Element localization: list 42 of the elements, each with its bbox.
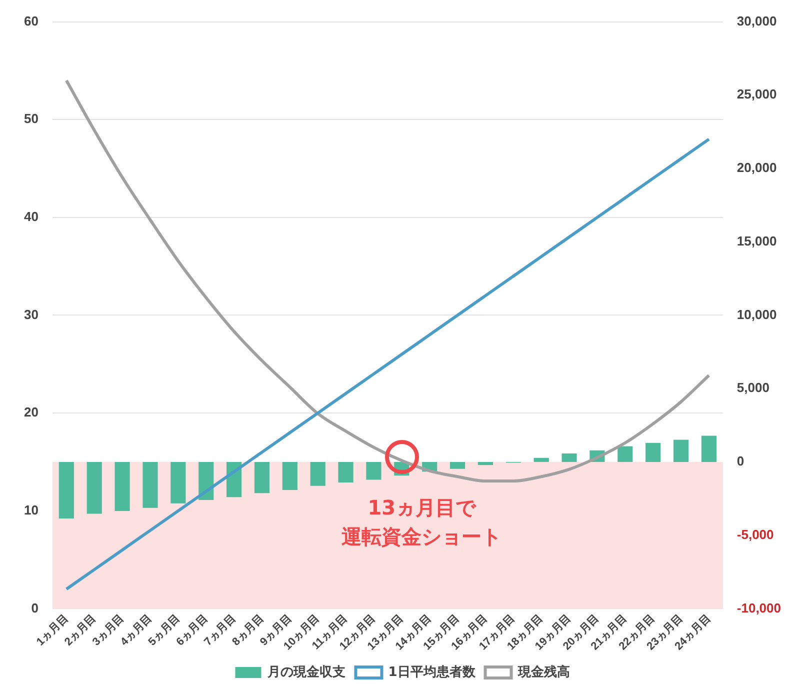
y2-tick-label: 15,000 xyxy=(736,233,777,248)
y2-tick-label: 25,000 xyxy=(736,86,777,102)
legend-label: 月の現金収支 xyxy=(266,664,346,680)
y-tick-label: 10 xyxy=(24,502,38,518)
bar xyxy=(534,458,549,462)
y2-tick-label: 0 xyxy=(736,454,744,469)
y2-tick-label: 5,000 xyxy=(736,380,770,396)
annotation: 13ヵ月目で xyxy=(368,495,477,520)
annotation: 運転資金ショート xyxy=(340,524,502,548)
y-tick-label: 20 xyxy=(24,404,38,420)
bar xyxy=(701,436,716,462)
bar xyxy=(478,462,493,466)
y-tick-label: 40 xyxy=(24,209,38,224)
bar xyxy=(450,462,466,469)
bar xyxy=(58,462,74,518)
y-tick-label: 60 xyxy=(24,13,38,28)
legend-label: 現金残高 xyxy=(516,664,570,680)
line-series xyxy=(64,138,710,591)
bar xyxy=(142,462,158,508)
bar xyxy=(646,442,661,462)
y-tick-label: 50 xyxy=(24,111,38,126)
y2-tick-label: 30,000 xyxy=(736,13,777,28)
y2-tick-label: 10,000 xyxy=(736,306,777,322)
bar xyxy=(366,462,382,480)
y-tick-label: 0 xyxy=(31,600,38,616)
bar xyxy=(198,462,214,500)
bar xyxy=(86,462,102,514)
y2-tick-label: 20,000 xyxy=(736,160,777,176)
line-series xyxy=(64,78,710,483)
bar xyxy=(254,462,270,494)
y2-tick-label: -10,000 xyxy=(736,600,782,616)
y-tick-label: 30 xyxy=(24,306,38,322)
bar xyxy=(562,453,577,462)
bar xyxy=(114,462,130,511)
bar xyxy=(282,462,298,490)
bar xyxy=(673,440,689,462)
y2-tick-label: -5,000 xyxy=(736,526,774,542)
bar xyxy=(310,462,326,486)
bar xyxy=(170,462,186,504)
bar xyxy=(618,446,633,462)
bar xyxy=(338,462,354,482)
legend-label: 1日平均患者数 xyxy=(388,664,476,680)
